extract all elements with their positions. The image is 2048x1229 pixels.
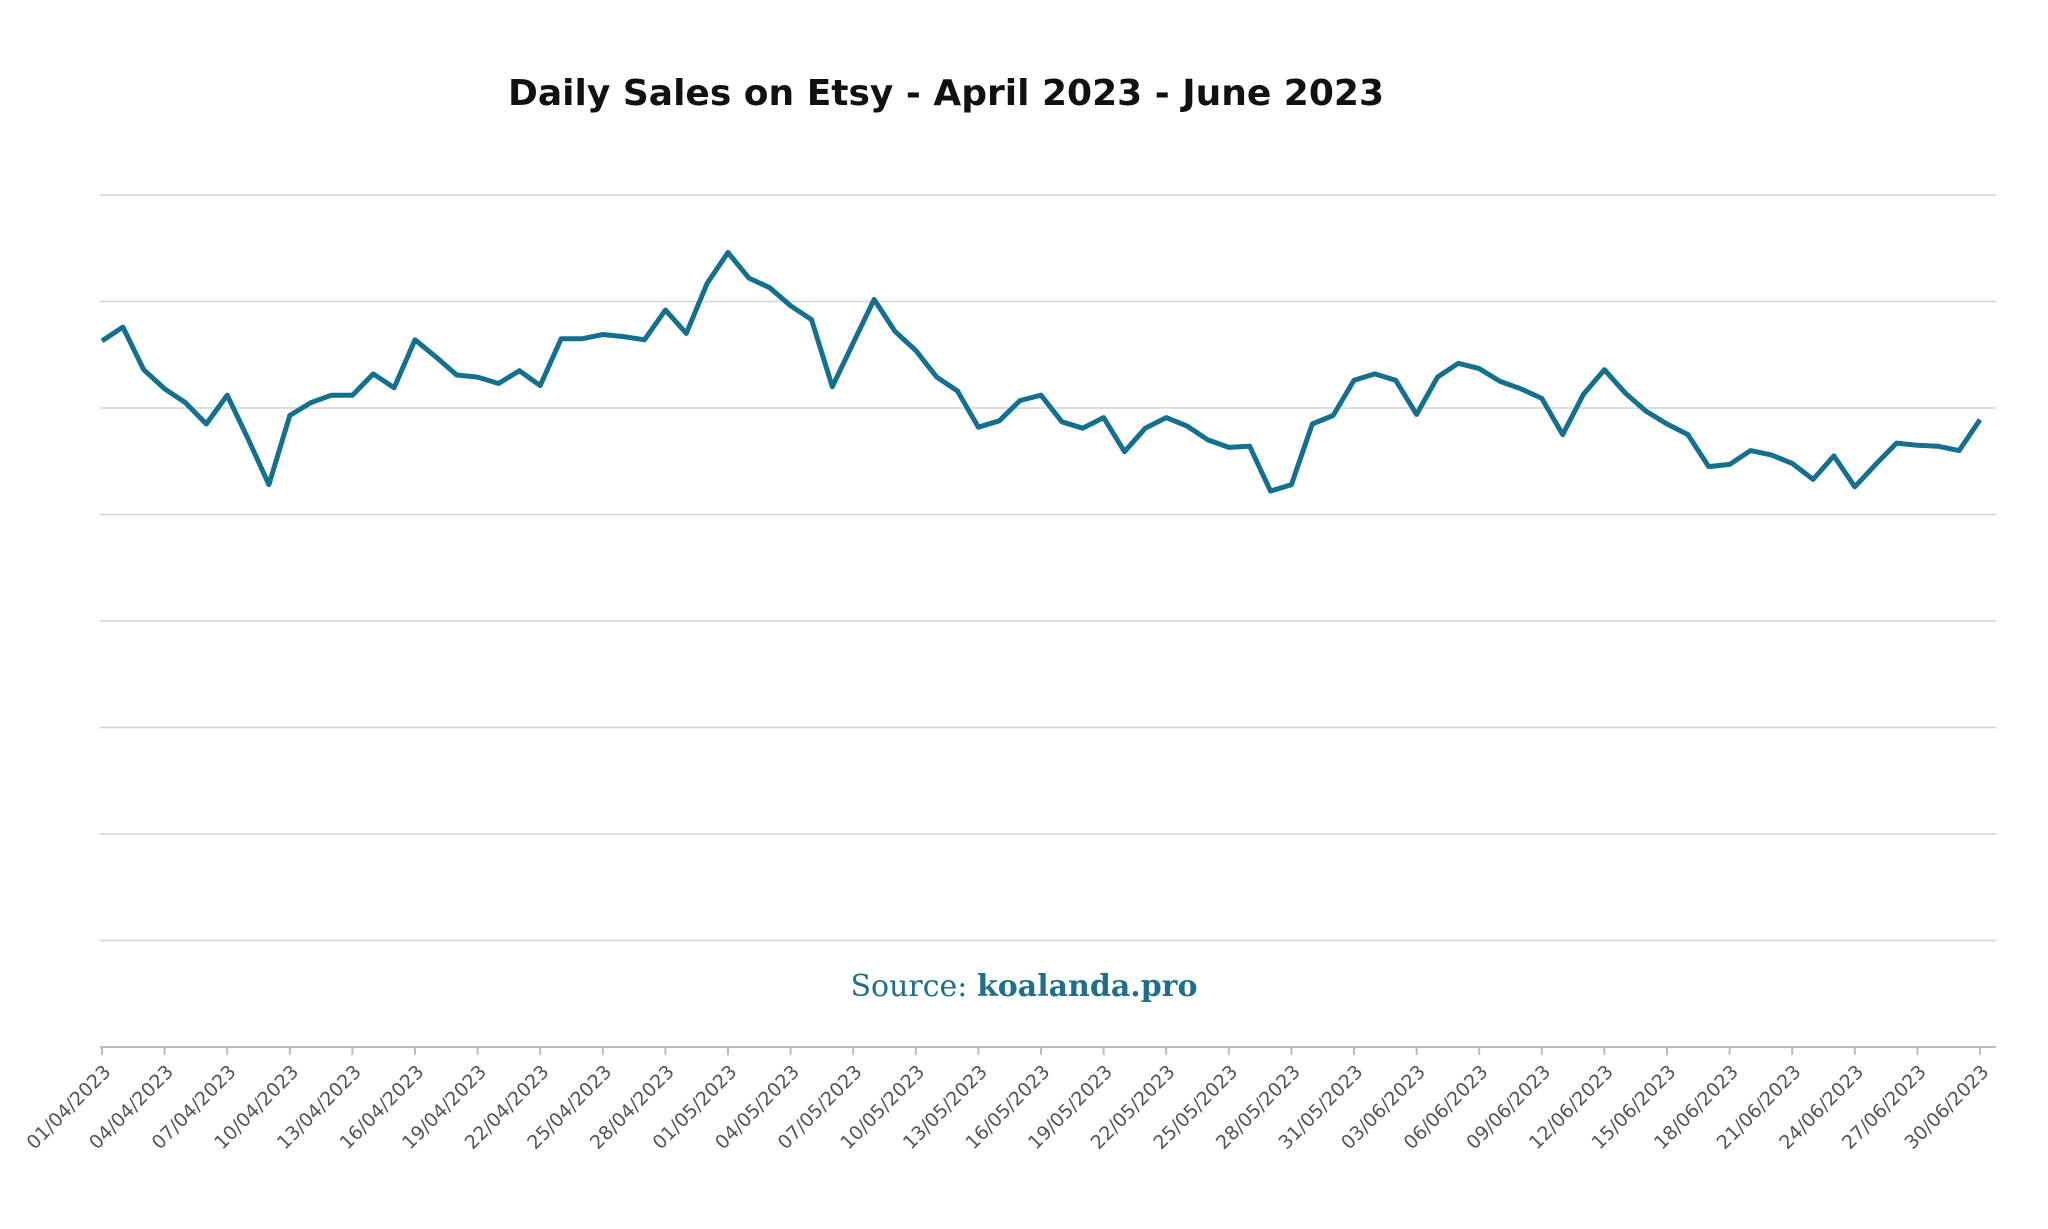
- source-link: koalanda.pro: [977, 969, 1198, 1004]
- source-note: Source: koalanda.pro: [850, 969, 1197, 1004]
- source-label: Source:: [850, 969, 967, 1004]
- chart-title: Daily Sales on Etsy - April 2023 - June …: [508, 73, 1384, 114]
- sales-line: [100, 250, 1983, 494]
